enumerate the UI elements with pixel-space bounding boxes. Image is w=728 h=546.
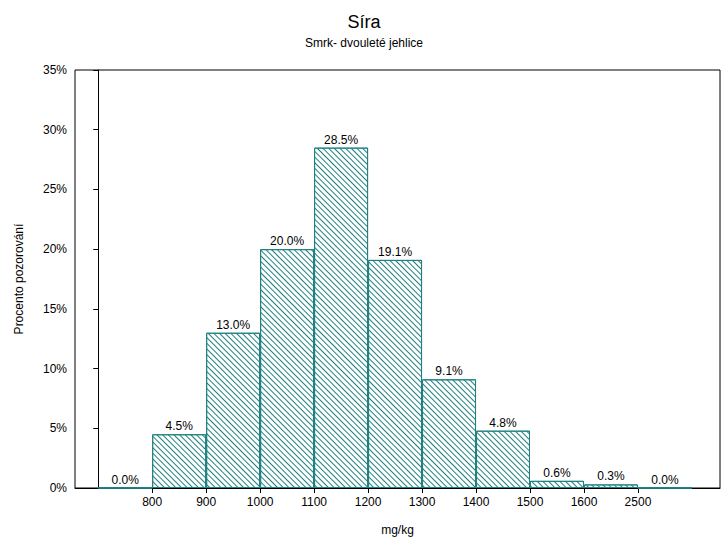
svg-text:0.6%: 0.6%	[543, 466, 571, 480]
svg-text:15%: 15%	[43, 302, 67, 316]
svg-text:800: 800	[142, 495, 162, 509]
svg-text:Procento pozorování: Procento pozorování	[12, 223, 26, 334]
svg-text:mg/kg: mg/kg	[381, 523, 414, 537]
svg-text:30%: 30%	[43, 123, 67, 137]
svg-text:Smrk- dvouleté jehlice: Smrk- dvouleté jehlice	[305, 36, 423, 50]
svg-text:35%: 35%	[43, 63, 67, 77]
svg-text:4.8%: 4.8%	[489, 416, 517, 430]
svg-text:0.0%: 0.0%	[651, 473, 679, 487]
svg-text:25%: 25%	[43, 182, 67, 196]
svg-text:20.0%: 20.0%	[270, 234, 304, 248]
svg-text:Síra: Síra	[347, 12, 381, 32]
svg-text:1300: 1300	[409, 495, 436, 509]
svg-text:19.1%: 19.1%	[378, 245, 412, 259]
svg-text:1600: 1600	[571, 495, 598, 509]
svg-text:1000: 1000	[247, 495, 274, 509]
svg-text:2500: 2500	[625, 495, 652, 509]
svg-text:4.5%: 4.5%	[165, 419, 193, 433]
svg-text:5%: 5%	[50, 421, 68, 435]
svg-text:10%: 10%	[43, 362, 67, 376]
svg-text:0%: 0%	[50, 481, 68, 495]
svg-text:1500: 1500	[517, 495, 544, 509]
svg-text:1100: 1100	[301, 495, 327, 509]
svg-text:0.0%: 0.0%	[112, 473, 140, 487]
svg-text:13.0%: 13.0%	[216, 318, 250, 332]
svg-text:1400: 1400	[463, 495, 490, 509]
svg-text:9.1%: 9.1%	[435, 364, 463, 378]
svg-text:900: 900	[196, 495, 216, 509]
svg-text:0.3%: 0.3%	[597, 469, 625, 483]
svg-text:28.5%: 28.5%	[324, 133, 358, 147]
svg-text:1200: 1200	[355, 495, 382, 509]
svg-text:20%: 20%	[43, 242, 67, 256]
